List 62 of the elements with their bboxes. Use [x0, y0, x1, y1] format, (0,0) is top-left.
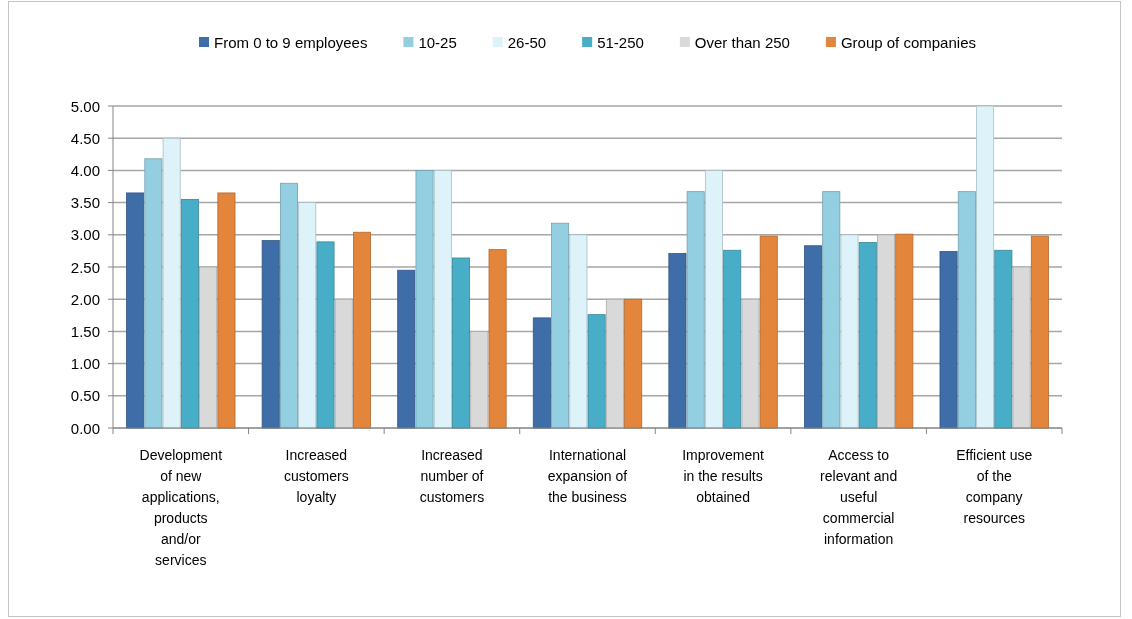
bar: [858, 242, 877, 429]
legend-label: 51-250: [597, 33, 644, 51]
bar: [397, 269, 416, 429]
bar: [353, 231, 371, 429]
y-tick-label: 4.50: [70, 129, 100, 147]
bar: [415, 170, 434, 429]
bar: [1012, 266, 1031, 429]
bar: [840, 234, 859, 429]
x-tick-label: Improvement in the results obtained: [682, 447, 765, 505]
bar: [939, 251, 958, 429]
legend-label: Group of companies: [840, 33, 976, 51]
bar: [587, 314, 606, 429]
bar: [162, 137, 181, 429]
bar: [759, 235, 778, 429]
bar: [126, 192, 145, 429]
y-tick-label: 3.50: [70, 194, 100, 212]
bar: [279, 182, 298, 429]
bar: [532, 317, 551, 429]
x-tick-label: Access to relevant and useful commercial information: [820, 447, 898, 547]
bar: [551, 222, 570, 429]
bar: [433, 170, 452, 429]
bar: [488, 249, 507, 429]
bar: [804, 245, 822, 429]
bar: [144, 158, 163, 429]
y-tick-label: 5.00: [70, 97, 100, 115]
bar: [470, 331, 489, 429]
bar: [199, 266, 218, 429]
bar: [1030, 235, 1049, 429]
bar: [668, 253, 687, 429]
bar: [452, 257, 471, 429]
y-tick-label: 4.00: [70, 161, 100, 179]
legend-label: 10-25: [418, 33, 457, 51]
y-tick-label: 2.50: [70, 258, 100, 276]
bar: [180, 198, 199, 429]
bar: [316, 241, 335, 429]
bar: [624, 298, 643, 429]
bar: [298, 202, 317, 429]
legend-label: 26-50: [507, 33, 547, 51]
bar: [704, 170, 723, 429]
legend-label: Over than 250: [694, 33, 790, 51]
bar: [895, 233, 914, 429]
bar: [569, 234, 588, 429]
y-tick-label: 2.00: [70, 290, 100, 308]
y-tick-label: 1.00: [70, 355, 100, 373]
bar: [217, 192, 236, 429]
x-tick-label: International expansion of the business: [547, 447, 628, 505]
bar: [994, 249, 1013, 429]
bar: [822, 191, 841, 429]
bar: [976, 105, 995, 429]
x-tick-label: Efficient use of the company resources: [956, 447, 1033, 526]
x-tick-label: Development of new applications, products and/or services: [139, 447, 223, 568]
bar: [723, 249, 742, 429]
y-tick-label: 0.50: [70, 387, 100, 405]
y-tick-label: 0.00: [70, 419, 100, 437]
y-tick-label: 1.50: [70, 322, 100, 340]
bar: [686, 191, 705, 429]
bar: [957, 191, 976, 429]
x-tick-label: Increased number of customers: [419, 447, 485, 505]
y-tick-label: 3.00: [70, 226, 100, 244]
x-tick-label: Increased customers loyalty: [284, 447, 349, 505]
bar: [261, 240, 280, 429]
legend-label: From 0 to 9 employees: [214, 33, 368, 51]
